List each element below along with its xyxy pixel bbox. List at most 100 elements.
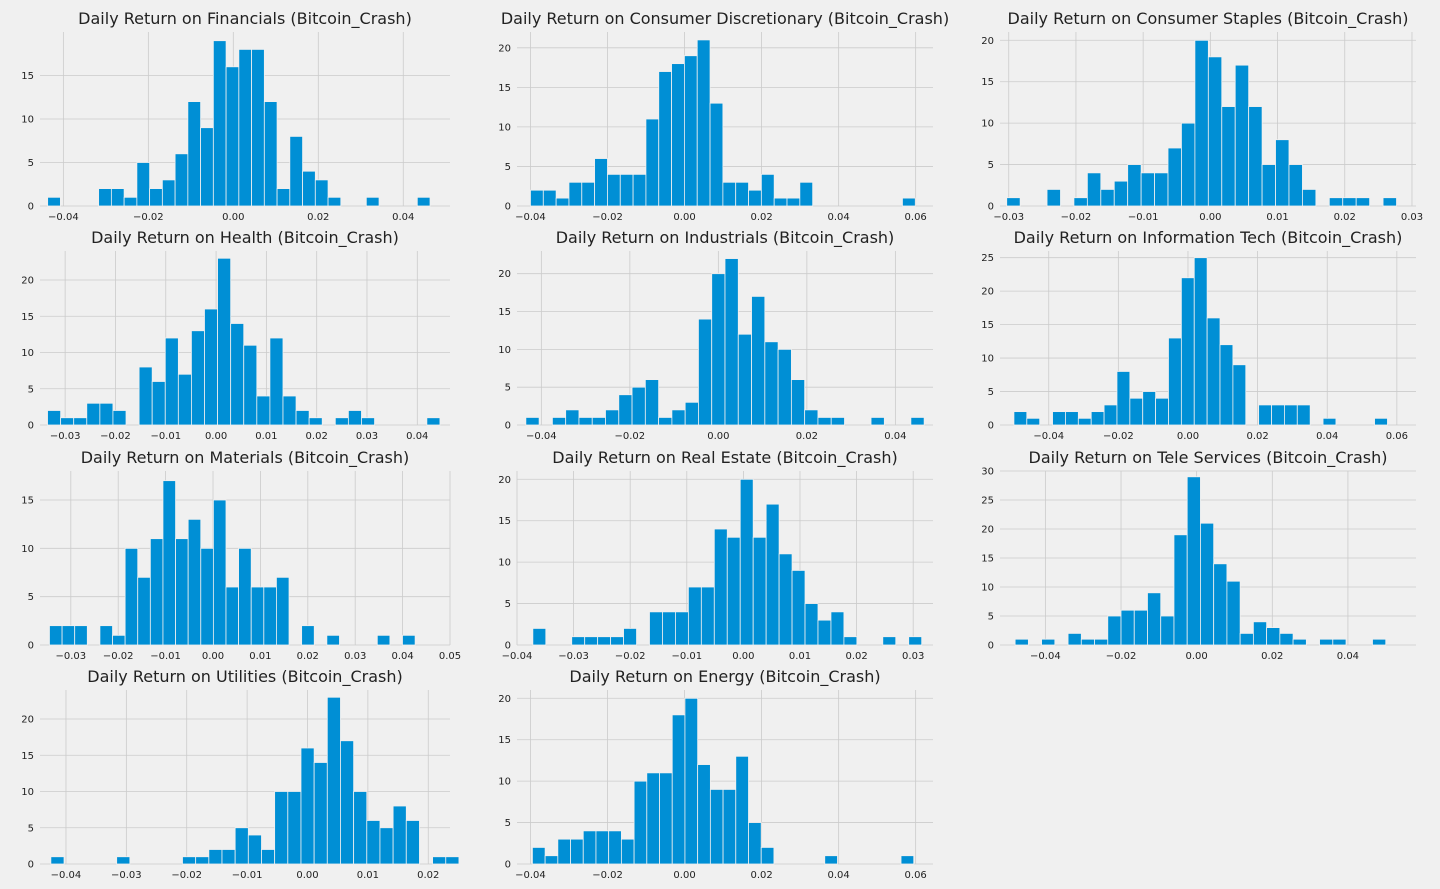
- histogram-bar: [1221, 106, 1236, 207]
- histogram-bar: [1302, 189, 1317, 207]
- histogram-bar: [1067, 633, 1082, 646]
- histogram-bar: [607, 173, 621, 207]
- histogram-bar: [698, 318, 713, 426]
- y-tick-label: 5: [988, 612, 994, 623]
- histogram-bar: [1107, 615, 1122, 646]
- histogram-bar: [136, 162, 151, 207]
- histogram-bar: [662, 611, 676, 646]
- histogram-bar: [778, 553, 793, 646]
- histogram-bar: [445, 856, 460, 865]
- x-tick-label: 0.00: [1199, 212, 1221, 223]
- histogram-bar: [1086, 172, 1102, 207]
- x-tick-label: −0.02: [615, 651, 646, 662]
- y-tick-label: 0: [988, 641, 994, 652]
- histogram-bar: [1382, 197, 1397, 207]
- histogram-bar: [1275, 139, 1290, 207]
- histogram-bar: [1374, 417, 1388, 426]
- y-tick-label: 5: [28, 592, 34, 603]
- x-tick-label: 0.04: [884, 431, 906, 442]
- x-tick-label: 0.00: [202, 651, 224, 662]
- y-tick-label: 15: [498, 83, 511, 94]
- histogram-bar: [1147, 592, 1162, 646]
- y-tick-label: 15: [21, 496, 34, 507]
- histogram-bar: [99, 625, 113, 646]
- histogram-bar: [713, 528, 728, 646]
- histogram-bar: [50, 856, 65, 865]
- histogram-bar: [620, 838, 635, 865]
- histogram-bar: [595, 830, 610, 865]
- histogram-bar: [138, 366, 153, 426]
- x-tick-label: −0.01: [150, 651, 181, 662]
- histogram-bar: [1133, 609, 1148, 646]
- y-tick-label: 0: [505, 641, 511, 652]
- histogram-bar: [1279, 633, 1294, 646]
- histogram-bar: [405, 820, 420, 865]
- histogram-bar: [402, 634, 416, 646]
- x-tick-label: −0.02: [103, 651, 134, 662]
- x-tick-label: 0.04: [827, 212, 849, 223]
- histogram-bar: [555, 197, 570, 207]
- histogram-bar: [191, 330, 205, 426]
- x-tick-label: −0.01: [671, 651, 702, 662]
- histogram-bar: [212, 40, 227, 207]
- histogram-bar: [282, 395, 297, 426]
- histogram-bar: [379, 827, 394, 865]
- histogram-panel: Daily Return on Consumer Staples (Bitcoi…: [981, 9, 1423, 223]
- x-tick-label: 0.04: [1337, 651, 1359, 662]
- histogram-bar: [671, 409, 686, 426]
- histogram-bar: [799, 181, 814, 207]
- x-tick-label: −0.01: [150, 431, 181, 442]
- histogram-bar: [175, 538, 189, 646]
- y-tick-label: 10: [981, 583, 994, 594]
- histogram-bar: [212, 499, 227, 646]
- y-tick-label: 10: [981, 354, 994, 365]
- histogram-bar: [269, 337, 284, 426]
- histogram-bar: [571, 636, 586, 646]
- histogram-bar: [1372, 638, 1387, 646]
- y-tick-label: 5: [988, 160, 994, 171]
- histogram-bar: [295, 410, 310, 426]
- y-tick-label: 10: [498, 777, 511, 788]
- y-tick-label: 20: [981, 287, 994, 298]
- x-tick-label: −0.01: [1128, 212, 1159, 223]
- y-tick-label: 0: [28, 202, 34, 213]
- histogram-panel: Daily Return on Health (Bitcoin_Crash) −0…: [21, 228, 450, 442]
- histogram-bar: [1090, 411, 1105, 426]
- histogram-bar: [700, 586, 715, 646]
- x-tick-label: 0.01: [255, 431, 277, 442]
- histogram-bar: [300, 747, 315, 865]
- x-tick-label: −0.04: [526, 431, 557, 442]
- histogram-bar: [123, 196, 138, 207]
- histogram-bar: [234, 827, 249, 865]
- histogram-bar: [162, 480, 176, 646]
- histogram-bar: [1116, 371, 1131, 426]
- histogram-bar: [532, 628, 547, 646]
- histogram-bar: [1142, 391, 1157, 426]
- x-tick-label: 0.05: [439, 651, 461, 662]
- histogram-bar: [73, 417, 88, 426]
- histogram-bar: [790, 379, 806, 426]
- chart-title: Daily Return on Tele Services (Bitcoin_C…: [1029, 448, 1388, 468]
- histogram-bar: [1322, 417, 1337, 426]
- histogram-bar: [1252, 621, 1268, 646]
- histogram-bar: [1013, 411, 1028, 426]
- y-tick-label: 25: [981, 253, 994, 264]
- chart-title: Daily Return on Financials (Bitcoin_Cras…: [78, 9, 412, 29]
- histogram-bar: [644, 379, 660, 426]
- y-tick-label: 20: [981, 36, 994, 47]
- histogram-bar: [47, 196, 61, 207]
- y-tick-label: 0: [28, 641, 34, 652]
- histogram-bar: [748, 822, 762, 865]
- y-tick-label: 20: [21, 715, 34, 726]
- y-tick-label: 5: [505, 599, 511, 610]
- y-tick-label: 5: [505, 383, 511, 394]
- histogram-bar: [697, 764, 711, 865]
- histogram-bar: [137, 576, 151, 646]
- histogram-bar: [830, 417, 845, 426]
- histogram-bar: [910, 417, 925, 426]
- histogram-bar: [1288, 164, 1303, 207]
- histogram-bar: [786, 197, 801, 207]
- histogram-bar: [1226, 580, 1241, 646]
- histogram-bar: [737, 333, 752, 426]
